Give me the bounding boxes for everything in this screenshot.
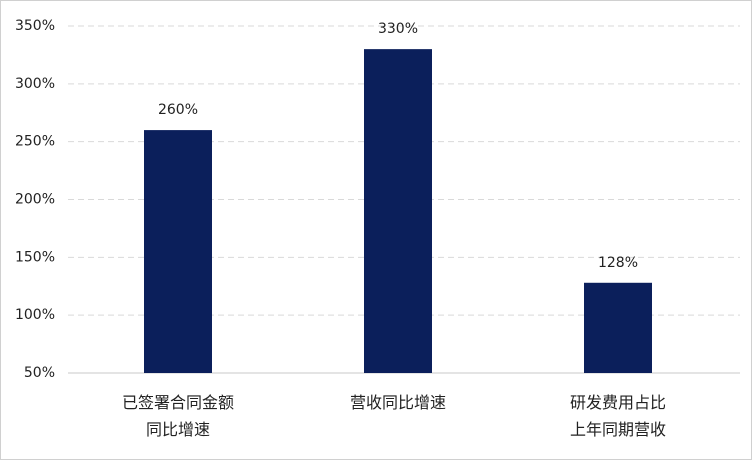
x-tick-label: 已签署合同金额 同比增速 bbox=[121, 393, 234, 439]
y-tick-label: 300% bbox=[15, 76, 55, 92]
bar bbox=[364, 49, 432, 374]
value-label: 330% bbox=[378, 21, 418, 37]
y-tick-label: 350% bbox=[15, 18, 55, 34]
y-tick-label: 150% bbox=[15, 249, 55, 265]
bar bbox=[584, 282, 652, 373]
y-tick-label: 200% bbox=[15, 192, 55, 208]
y-tick-label: 250% bbox=[15, 134, 55, 150]
x-tick-label: 营收同比增速 bbox=[349, 393, 446, 412]
x-tick-label: 研发费用占比 上年同期营收 bbox=[569, 393, 666, 439]
bar bbox=[144, 130, 212, 373]
y-tick-label: 50% bbox=[24, 365, 55, 381]
y-tick-label: 100% bbox=[15, 307, 55, 323]
value-label: 260% bbox=[158, 102, 198, 118]
value-label: 128% bbox=[598, 255, 638, 271]
